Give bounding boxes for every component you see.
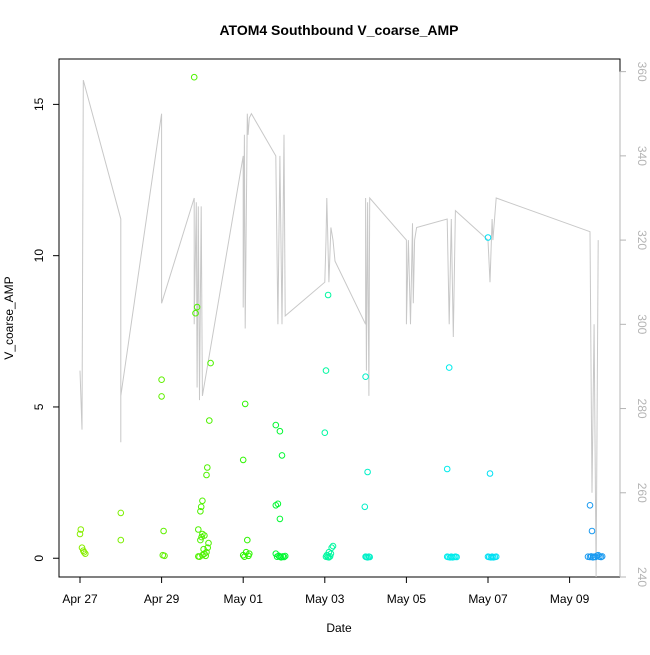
data-point: [364, 468, 371, 476]
data-point: [361, 503, 369, 511]
data-point: [274, 500, 282, 508]
data-point: [199, 530, 206, 538]
x-tick-label: May 09: [550, 592, 590, 606]
y-tick-label: 5: [32, 403, 46, 410]
y2-tick-label: 260: [635, 483, 649, 503]
data-point: [326, 553, 334, 560]
data-point: [197, 508, 204, 515]
data-point: [241, 400, 249, 408]
data-point: [77, 526, 85, 533]
data-point: [161, 552, 168, 560]
axes: Apr 27 Apr 29 May 01 May 03 May 05 May 07 May …: [32, 62, 649, 606]
data-point: [160, 527, 167, 535]
data-point: [325, 554, 333, 561]
y-axis-label: V_coarse_AMP: [2, 276, 16, 359]
data-point: [206, 417, 213, 424]
y-tick-label: 0: [32, 555, 46, 562]
data-point: [199, 497, 206, 505]
data-point: [117, 509, 125, 517]
data-point: [197, 503, 205, 511]
y2-tick-label: 300: [635, 314, 649, 334]
data-point: [276, 427, 284, 435]
data-point: [272, 421, 280, 429]
data-point: [193, 303, 201, 311]
data-point: [158, 376, 165, 384]
data-point: [453, 553, 460, 561]
data-point: [280, 553, 288, 561]
secondary-series-line: [79, 79, 599, 578]
x-axis-label: Date: [326, 621, 352, 635]
data-point: [321, 429, 329, 437]
y2-tick-label: 320: [635, 230, 649, 250]
data-point: [486, 470, 494, 477]
y2-tick-label: 280: [635, 399, 649, 419]
data-point: [278, 452, 286, 459]
data-point: [239, 456, 247, 464]
data-point: [195, 526, 202, 533]
data-point: [241, 553, 248, 561]
data-point: [192, 309, 199, 317]
data-point: [207, 359, 214, 367]
data-point: [202, 552, 209, 560]
data-point: [244, 536, 251, 544]
data-point: [445, 364, 453, 371]
x-tick-label: May 03: [305, 592, 345, 606]
data-point: [190, 73, 198, 81]
data-point: [203, 548, 210, 556]
y-tick-label: 10: [32, 249, 46, 263]
data-point: [246, 550, 253, 558]
data-point: [281, 552, 289, 560]
data-point: [205, 539, 212, 547]
x-tick-label: Apr 27: [62, 592, 98, 606]
x-tick-label: Apr 29: [144, 592, 180, 606]
data-point: [117, 536, 125, 544]
data-point: [588, 527, 596, 535]
y2-tick-label: 360: [635, 62, 649, 82]
scatter-points: [76, 73, 606, 561]
y2-tick-label: 340: [635, 146, 649, 166]
data-point: [80, 548, 88, 556]
data-point: [324, 291, 332, 299]
y-tick-label: 15: [32, 97, 46, 111]
x-tick-label: May 05: [387, 592, 427, 606]
plot-frame: [58, 58, 621, 578]
data-point: [82, 550, 89, 558]
data-point: [484, 234, 492, 241]
data-point: [204, 544, 211, 552]
x-tick-label: May 07: [468, 592, 508, 606]
data-point: [492, 553, 500, 561]
data-point: [598, 553, 606, 560]
data-point: [204, 464, 211, 471]
secondary-series: [79, 79, 599, 578]
y2-tick-label: 240: [635, 567, 649, 587]
data-point: [329, 542, 337, 550]
data-point: [158, 393, 165, 400]
data-point: [76, 530, 84, 538]
data-point: [366, 553, 374, 561]
data-point: [586, 502, 594, 509]
data-point: [322, 367, 330, 374]
data-point: [276, 515, 284, 523]
data-point: [203, 471, 210, 479]
chart-title: ATOM4 Southbound V_coarse_AMP: [219, 22, 458, 38]
data-point: [201, 532, 208, 539]
data-point: [197, 536, 204, 544]
data-point: [443, 465, 451, 473]
data-point: [328, 544, 336, 552]
data-point: [362, 373, 369, 381]
x-tick-label: May 01: [224, 592, 264, 606]
